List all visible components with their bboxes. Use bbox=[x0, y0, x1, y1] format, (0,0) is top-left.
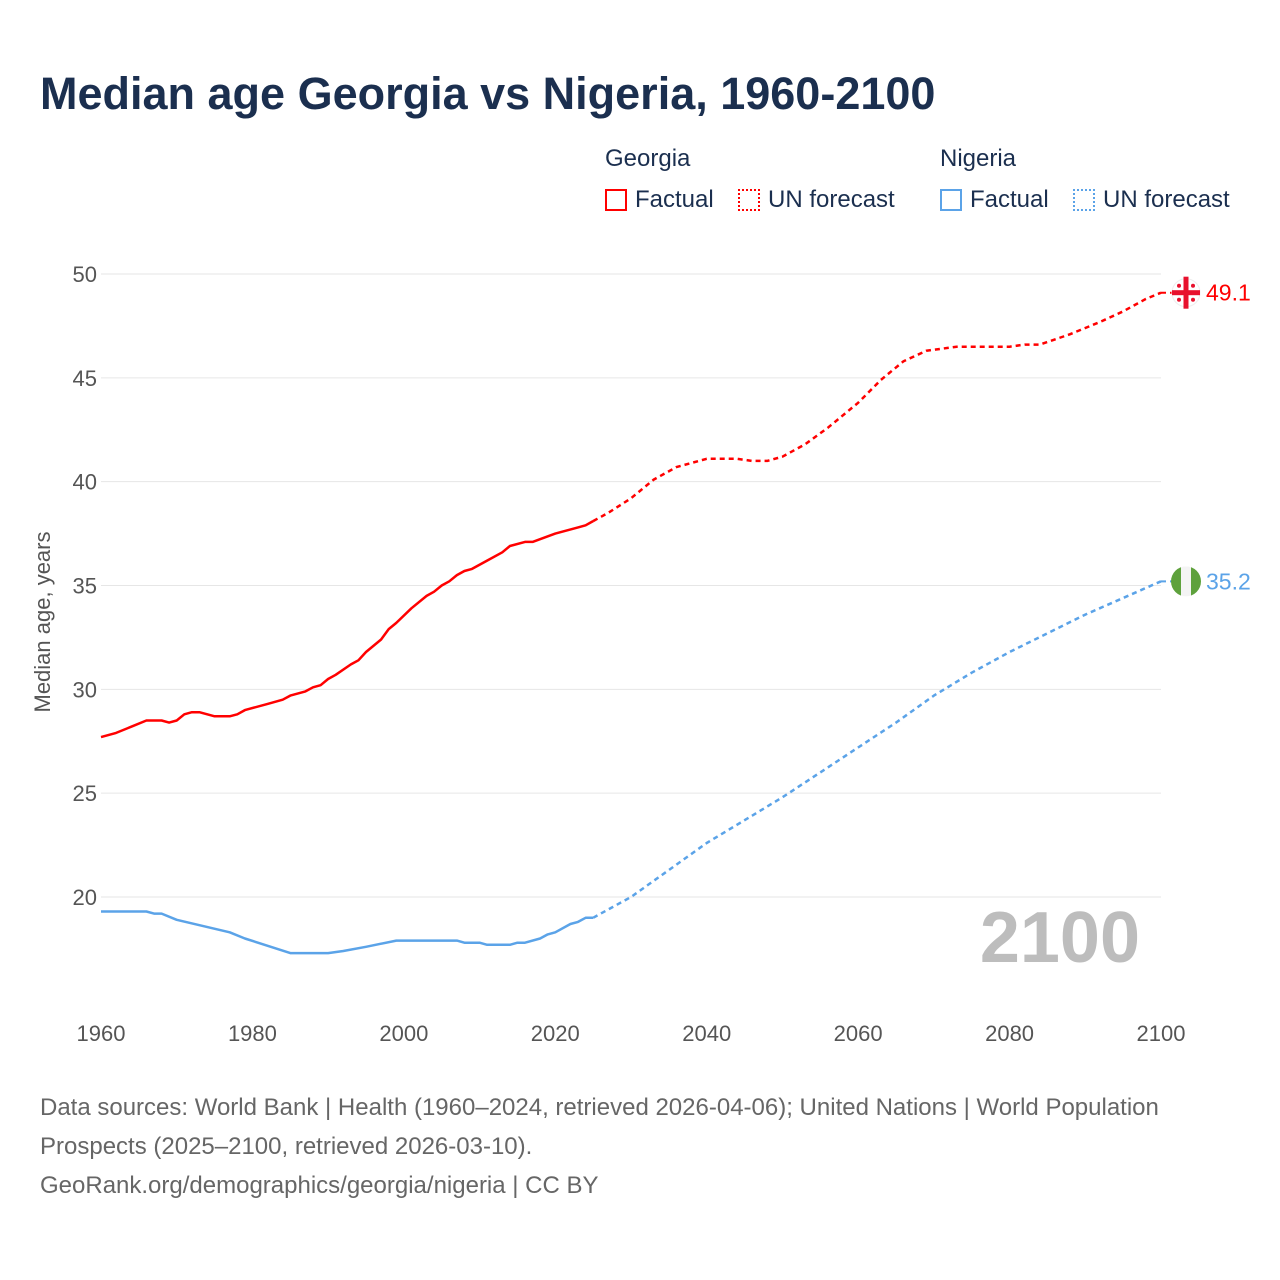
data-sources: Data sources: World Bank | Health (1960–… bbox=[40, 1094, 1159, 1160]
credit-link[interactable]: GeoRank.org/demographics/georgia/nigeria… bbox=[40, 1172, 599, 1199]
legend-swatch-dotted-red bbox=[738, 189, 760, 211]
line-chart: 20 25 30 35 40 45 50 1960 1980 2000 2020 2040 2060 20… bbox=[30, 262, 1251, 1046]
legend-label: UN forecast bbox=[1103, 186, 1230, 213]
y-tick-label: 50 bbox=[73, 262, 97, 287]
legend-swatch-solid-blue bbox=[940, 189, 962, 211]
legend-group-georgia: Georgia bbox=[605, 145, 691, 172]
y-axis-label: Median age, years bbox=[30, 532, 55, 713]
legend-georgia-forecast[interactable]: UN forecast bbox=[738, 186, 895, 214]
legend-nigeria-factual[interactable]: Factual bbox=[940, 186, 1049, 214]
legend-group-nigeria: Nigeria bbox=[940, 145, 1017, 172]
series-line-georgia-un-forecast bbox=[592, 291, 1162, 523]
chart-title: Median age Georgia vs Nigeria, 1960-2100 bbox=[40, 68, 936, 119]
x-tick-label: 2080 bbox=[985, 1021, 1034, 1046]
footer: Data sources: World Bank | Health (1960–… bbox=[40, 1088, 1160, 1205]
nigeria-flag-icon bbox=[1171, 566, 1201, 597]
x-tick-label: 1980 bbox=[228, 1021, 277, 1046]
legend-label: UN forecast bbox=[768, 186, 895, 213]
y-tick-label: 40 bbox=[73, 470, 97, 495]
legend-swatch-solid-red bbox=[605, 189, 627, 211]
y-tick-label: 35 bbox=[73, 574, 97, 599]
legend-label: Factual bbox=[635, 186, 714, 213]
legend-georgia-factual[interactable]: Factual bbox=[605, 186, 714, 214]
legend-swatch-dotted-blue bbox=[1073, 189, 1095, 211]
y-tick-label: 45 bbox=[73, 366, 97, 391]
series-line-nigeria-un-forecast bbox=[592, 580, 1162, 919]
x-tick-label: 2040 bbox=[682, 1021, 731, 1046]
y-tick-label: 20 bbox=[73, 885, 97, 910]
series-line-nigeria-factual bbox=[101, 910, 594, 955]
end-value-label: 35.2 bbox=[1206, 568, 1251, 594]
x-tick-label: 2000 bbox=[379, 1021, 428, 1046]
legend-label: Factual bbox=[970, 186, 1049, 213]
series-line-georgia-factual bbox=[100, 520, 594, 739]
x-tick-label: 2100 bbox=[1137, 1021, 1186, 1046]
year-watermark: 2100 bbox=[980, 898, 1140, 978]
end-value-label: 49.1 bbox=[1206, 280, 1251, 306]
x-tick-label: 2020 bbox=[531, 1021, 580, 1046]
x-tick-label: 2060 bbox=[834, 1021, 883, 1046]
y-tick-label: 30 bbox=[73, 677, 97, 702]
x-tick-label: 1960 bbox=[77, 1021, 126, 1046]
georgia-flag-icon bbox=[1171, 276, 1201, 309]
y-tick-label: 25 bbox=[73, 781, 97, 806]
legend-nigeria-forecast[interactable]: UN forecast bbox=[1073, 186, 1230, 214]
